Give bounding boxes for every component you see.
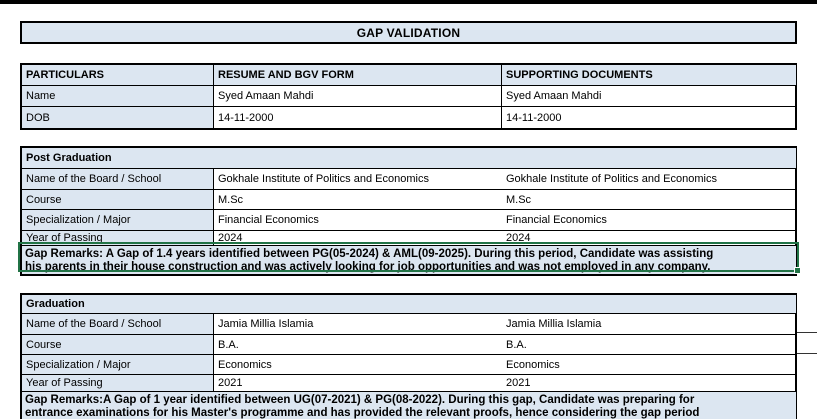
gridline-stub-bottom: [797, 353, 817, 354]
row-label-ug-year[interactable]: Year of Passing: [22, 375, 214, 392]
post-graduation-table: Post Graduation Name of the Board / Scho…: [20, 146, 797, 276]
section-header-post-graduation[interactable]: Post Graduation: [22, 148, 796, 169]
cell-pg-course-resume[interactable]: M.Sc: [214, 190, 502, 210]
col-header-particulars[interactable]: PARTICULARS: [22, 65, 214, 86]
page-title-text: GAP VALIDATION: [356, 25, 461, 40]
ug-gap-remarks-line2: entrance examinations for his Master's p…: [25, 407, 700, 419]
row-label-pg-specialization[interactable]: Specialization / Major: [22, 210, 214, 231]
row-label-ug-course[interactable]: Course: [22, 335, 214, 355]
cell-ug-course-resume[interactable]: B.A.: [214, 335, 502, 355]
cell-ug-year-supporting[interactable]: 2021: [502, 375, 796, 392]
row-label-pg-year[interactable]: Year of Passing: [22, 231, 214, 246]
cell-ug-specialization-resume[interactable]: Economics: [214, 355, 502, 375]
page-title: GAP VALIDATION: [20, 21, 797, 44]
pg-gap-remarks-cell[interactable]: Gap Remarks: A Gap of 1.4 years identifi…: [22, 246, 796, 274]
row-label-pg-board[interactable]: Name of the Board / School: [22, 169, 214, 190]
ug-gap-remarks-cell[interactable]: Gap Remarks:A Gap of 1 year identified b…: [22, 392, 796, 419]
cell-dob-supporting[interactable]: 14-11-2000: [506, 111, 562, 124]
cell-dob-resume[interactable]: 14-11-2000: [214, 107, 502, 128]
personal-details-table: PARTICULARS RESUME AND BGV FORM SUPPORTI…: [20, 63, 797, 130]
row-label-ug-board[interactable]: Name of the Board / School: [22, 314, 214, 335]
pg-gap-remarks-line1: Gap Remarks: A Gap of 1.4 years identifi…: [25, 248, 714, 260]
cell-name-supporting[interactable]: Syed Amaan Mahdi: [502, 86, 796, 107]
gridline-stub-top: [797, 332, 817, 333]
pg-gap-remarks-line2: his parents in their house construction …: [25, 261, 711, 273]
cell-pg-specialization-resume[interactable]: Financial Economics: [214, 210, 502, 231]
cell-ug-course-supporting[interactable]: B.A.: [502, 335, 796, 355]
selection-fill-handle[interactable]: [794, 267, 801, 274]
cell-ug-year-resume[interactable]: 2021: [214, 375, 502, 392]
row-label-dob[interactable]: DOB: [22, 107, 214, 128]
cell-ug-specialization-supporting[interactable]: Economics: [502, 355, 796, 375]
ug-gap-remarks-line1: Gap Remarks:A Gap of 1 year identified b…: [25, 394, 695, 406]
cell-pg-course-supporting[interactable]: M.Sc: [502, 190, 796, 210]
row-label-pg-course[interactable]: Course: [22, 190, 214, 210]
cell-name-resume[interactable]: Syed Amaan Mahdi: [214, 86, 502, 107]
row-label-ug-specialization[interactable]: Specialization / Major: [22, 355, 214, 375]
cell-pg-specialization-supporting[interactable]: Financial Economics: [502, 210, 796, 231]
cell-pg-year-resume[interactable]: 2024: [214, 231, 502, 246]
cell-pg-board-supporting[interactable]: Gokhale Institute of Politics and Econom…: [502, 169, 796, 190]
cell-pg-year-supporting[interactable]: 2024: [502, 231, 796, 246]
graduation-table: Graduation Name of the Board / School Ja…: [20, 293, 797, 419]
cell-pg-board-resume[interactable]: Gokhale Institute of Politics and Econom…: [214, 169, 502, 190]
window-top-edge: [0, 0, 817, 4]
section-header-graduation[interactable]: Graduation: [22, 295, 796, 314]
cell-ug-board-resume[interactable]: Jamia Millia Islamia: [214, 314, 502, 335]
row-label-name[interactable]: Name: [22, 86, 214, 107]
col-header-supporting-docs[interactable]: SUPPORTING DOCUMENTS: [502, 65, 796, 86]
col-header-resume-bgv[interactable]: RESUME AND BGV FORM: [214, 65, 502, 86]
cell-ug-board-supporting[interactable]: Jamia Millia Islamia: [502, 314, 796, 335]
